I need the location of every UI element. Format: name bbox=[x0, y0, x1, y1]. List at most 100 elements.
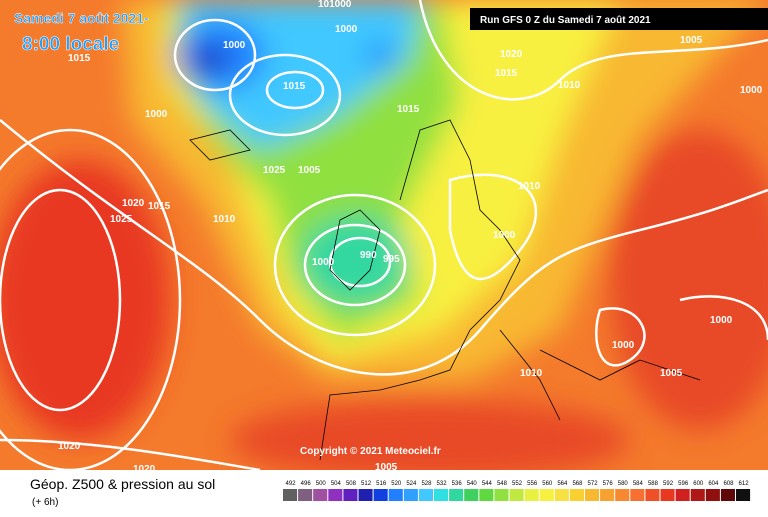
isobar-label: 1000 bbox=[335, 24, 358, 35]
isobar-label: 101000 bbox=[318, 0, 352, 10]
isobar-label: 1010 bbox=[518, 181, 541, 192]
isobar-label: 1025 bbox=[110, 214, 133, 225]
scale-swatch bbox=[283, 489, 298, 501]
isobar-label: 1020 bbox=[500, 49, 523, 60]
scale-label: 500 bbox=[316, 481, 327, 487]
scale-swatch bbox=[434, 489, 449, 501]
scale-label: 564 bbox=[557, 481, 568, 487]
scale-label: 516 bbox=[376, 481, 387, 487]
isobar-label: 1015 bbox=[495, 68, 518, 79]
isobar-label: 1000 bbox=[740, 85, 763, 96]
isobar-label: 1000 bbox=[710, 315, 733, 326]
isobar-label: 990 bbox=[360, 250, 377, 261]
scale-swatch bbox=[494, 489, 509, 501]
copyright: Copyright © 2021 Meteociel.fr bbox=[300, 446, 441, 457]
isobar-label: 1005 bbox=[375, 462, 398, 473]
scale-label: 604 bbox=[708, 481, 719, 487]
isobar-label: 1000 bbox=[312, 257, 335, 268]
isobar-label: 1010 bbox=[520, 368, 543, 379]
scale-swatch bbox=[736, 489, 751, 501]
isobar-label: 1005 bbox=[298, 165, 321, 176]
scale-label: 508 bbox=[346, 481, 357, 487]
scale-swatch bbox=[569, 489, 584, 501]
scale-swatch bbox=[690, 489, 705, 501]
scale-swatch bbox=[539, 489, 554, 501]
scale-label: 496 bbox=[301, 481, 312, 487]
isobar-label: 1015 bbox=[283, 81, 306, 92]
scale-swatch bbox=[720, 489, 735, 501]
coastlines bbox=[189, 119, 701, 461]
scale-swatch bbox=[298, 489, 313, 501]
scale-label: 528 bbox=[421, 481, 432, 487]
fields bbox=[0, 0, 768, 480]
scale-swatch bbox=[509, 489, 524, 501]
scale-swatch bbox=[449, 489, 464, 501]
scale-label: 588 bbox=[648, 481, 659, 487]
scale-label: 532 bbox=[437, 481, 448, 487]
scale-label: 560 bbox=[542, 481, 553, 487]
scale-swatch bbox=[524, 489, 539, 501]
scale-swatch bbox=[313, 489, 328, 501]
isobar-label: 995 bbox=[383, 254, 400, 265]
scale-label: 540 bbox=[467, 481, 478, 487]
run-box bbox=[470, 8, 768, 30]
scale-label: 576 bbox=[603, 481, 614, 487]
scale-swatch bbox=[585, 489, 600, 501]
scale-label: 520 bbox=[391, 481, 402, 487]
scale-label: 600 bbox=[693, 481, 704, 487]
scale-swatch bbox=[388, 489, 403, 501]
date: Samedi 7 août 2021- bbox=[14, 10, 149, 26]
scale-swatch bbox=[600, 489, 615, 501]
isobar-label: 1000 bbox=[145, 109, 168, 120]
scale-swatch bbox=[705, 489, 720, 501]
scale-label: 548 bbox=[497, 481, 508, 487]
scale-swatch bbox=[373, 489, 388, 501]
scale-swatch bbox=[660, 489, 675, 501]
isobar-label: 1000 bbox=[612, 340, 635, 351]
scale-swatch bbox=[675, 489, 690, 501]
isobar-label: 1005 bbox=[660, 368, 683, 379]
scale-label: 572 bbox=[588, 481, 599, 487]
scale-label: 492 bbox=[286, 481, 297, 487]
isobars bbox=[0, 0, 768, 412]
isobar-label: 1015 bbox=[397, 104, 420, 115]
scale-swatch bbox=[630, 489, 645, 501]
isobar-label: 1010 bbox=[558, 80, 581, 91]
isobar-label: 1005 bbox=[680, 35, 703, 46]
scale-label: 524 bbox=[406, 481, 417, 487]
isobar-label: 1020 bbox=[58, 441, 81, 452]
scale-label: 556 bbox=[527, 481, 538, 487]
scale-swatch bbox=[358, 489, 373, 501]
scale-label: 552 bbox=[512, 481, 523, 487]
scale-label: 580 bbox=[618, 481, 629, 487]
scale-swatch bbox=[418, 489, 433, 501]
isobar-label: 1000 bbox=[223, 40, 246, 51]
scale-swatch bbox=[479, 489, 494, 501]
isobar-label: 1025 bbox=[263, 165, 286, 176]
scale-label: 544 bbox=[482, 481, 493, 487]
scale-swatch bbox=[464, 489, 479, 501]
scale-swatch bbox=[615, 489, 630, 501]
scale-label: 608 bbox=[723, 481, 734, 487]
isobar-label: 1015 bbox=[68, 53, 91, 64]
isobar-label: 1015 bbox=[148, 201, 171, 212]
footer-title: Géop. Z500 & pression au sol bbox=[30, 476, 215, 492]
scale-swatch bbox=[645, 489, 660, 501]
isobar-label: 1010 bbox=[213, 214, 236, 225]
scale-swatch bbox=[403, 489, 418, 501]
lead-time: (+ 6h) bbox=[32, 497, 58, 508]
isobar-label: 1000 bbox=[493, 230, 516, 241]
scale-label: 612 bbox=[739, 481, 750, 487]
scale-label: 536 bbox=[452, 481, 463, 487]
scale-label: 596 bbox=[678, 481, 689, 487]
run-info: Run GFS 0 Z du Samedi 7 août 2021 bbox=[480, 15, 651, 26]
scale-label: 512 bbox=[361, 481, 372, 487]
isobar-label: 1020 bbox=[133, 464, 156, 475]
isobar-label: 1020 bbox=[122, 198, 145, 209]
local-time: 8:00 locale bbox=[22, 34, 119, 55]
scale-swatch bbox=[554, 489, 569, 501]
scale-swatch bbox=[328, 489, 343, 501]
scale-label: 568 bbox=[572, 481, 583, 487]
scale-label: 584 bbox=[633, 481, 644, 487]
